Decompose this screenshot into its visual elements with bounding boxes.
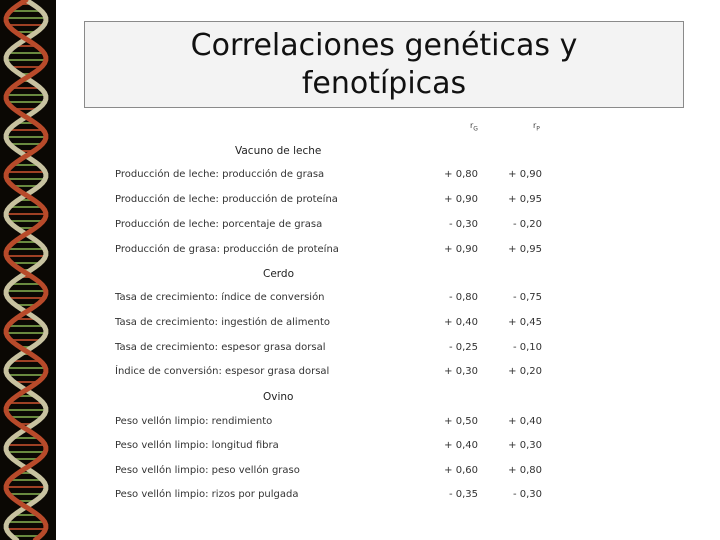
- column-header-rg: rG: [470, 121, 478, 133]
- dna-strand-b: [3, 0, 49, 540]
- row-rp-value: + 0,95: [508, 244, 542, 255]
- row-label: Producción de grasa: producción de prote…: [115, 244, 339, 255]
- section-header-vacuno: Vacuno de leche: [235, 145, 322, 157]
- row-rp-value: + 0,90: [508, 169, 542, 180]
- row-rg-value: + 0,90: [444, 244, 478, 255]
- row-rg-value: - 0,80: [448, 292, 478, 303]
- row-rg-value: + 0,80: [444, 169, 478, 180]
- row-rg-value: - 0,25: [448, 342, 478, 353]
- row-rg-value: + 0,40: [444, 317, 478, 328]
- row-rg-value: + 0,30: [444, 366, 478, 377]
- row-label: Producción de leche: producción de prote…: [115, 194, 338, 205]
- dna-strand-a: [3, 0, 49, 540]
- row-rp-value: + 0,80: [508, 465, 542, 476]
- row-rg-value: + 0,50: [444, 416, 478, 427]
- row-rp-value: + 0,40: [508, 416, 542, 427]
- title-box: Correlaciones genéticas y fenotípicas: [84, 21, 684, 108]
- row-label: Peso vellón limpio: rendimiento: [115, 416, 273, 427]
- row-rp-value: + 0,30: [508, 440, 542, 451]
- dna-helix-icon: [3, 0, 49, 540]
- row-rp-value: + 0,95: [508, 194, 542, 205]
- row-label: Tasa de crecimiento: índice de conversió…: [115, 292, 325, 303]
- section-header-ovino: Ovino: [263, 391, 294, 403]
- section-header-cerdo: Cerdo: [263, 268, 295, 280]
- row-rp-value: - 0,30: [512, 489, 542, 500]
- page-title: Correlaciones genéticas y fenotípicas: [190, 27, 578, 101]
- row-label: Tasa de crecimiento: espesor grasa dorsa…: [115, 342, 326, 353]
- row-rp-value: - 0,10: [512, 342, 542, 353]
- row-label: Peso vellón limpio: longitud fibra: [115, 440, 279, 451]
- row-label: Producción de leche: porcentaje de grasa: [115, 219, 323, 230]
- row-rp-value: + 0,45: [508, 317, 542, 328]
- row-label: Índice de conversión: espesor grasa dors…: [115, 366, 330, 377]
- column-header-rp: rP: [533, 121, 540, 133]
- row-label: Peso vellón limpio: peso vellón graso: [115, 465, 300, 476]
- row-label: Tasa de crecimiento: ingestión de alimen…: [115, 317, 330, 328]
- row-rg-value: + 0,90: [444, 194, 478, 205]
- row-rp-value: - 0,75: [512, 292, 542, 303]
- row-rg-value: - 0,35: [448, 489, 478, 500]
- row-rg-value: + 0,40: [444, 440, 478, 451]
- row-label: Producción de leche: producción de grasa: [115, 169, 325, 180]
- row-rg-value: - 0,30: [448, 219, 478, 230]
- dna-helix-decoration: [0, 0, 56, 540]
- row-rg-value: + 0,60: [444, 465, 478, 476]
- row-label: Peso vellón limpio: rizos por pulgada: [115, 489, 299, 500]
- row-rp-value: - 0,20: [512, 219, 542, 230]
- row-rp-value: + 0,20: [508, 366, 542, 377]
